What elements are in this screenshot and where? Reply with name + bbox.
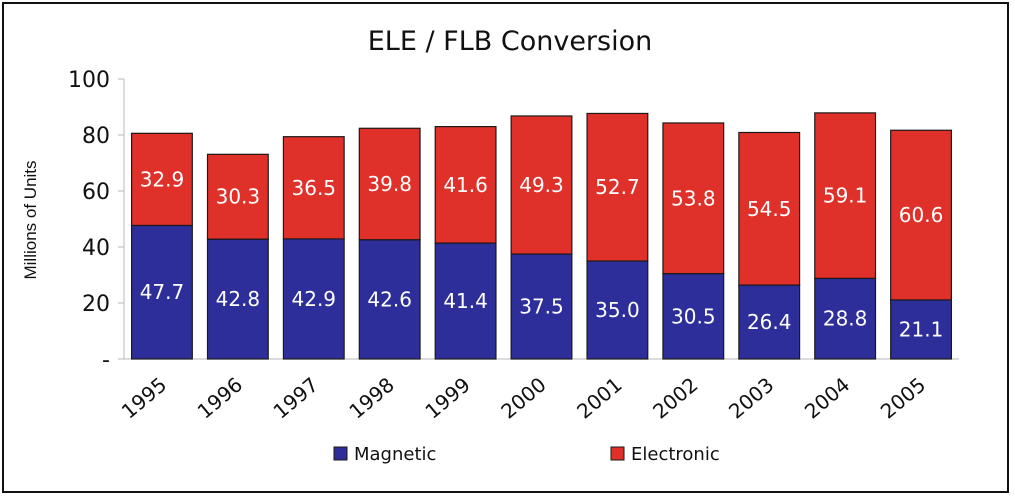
data-label-electronic: 53.8: [671, 186, 716, 210]
plot-area: - 20 40 60 80 100 47.7 32.9 1995 42.8 30.3 1996 42.9…: [68, 68, 959, 424]
y-axis-label: Millions of Units: [21, 160, 40, 279]
y-tick-label: 100: [68, 68, 110, 93]
data-label-magnetic: 28.8: [823, 307, 868, 331]
data-label-magnetic: 42.8: [216, 287, 261, 311]
data-label-magnetic: 30.5: [671, 304, 716, 328]
data-label-electronic: 41.6: [443, 173, 488, 197]
x-tick-label: 1996: [193, 372, 247, 423]
bar-electronic: [662, 122, 725, 275]
data-label-electronic: 54.5: [747, 197, 792, 221]
data-label-electronic: 36.5: [292, 176, 337, 200]
x-tick-label: 2002: [648, 372, 702, 423]
x-tick-label: 1998: [344, 372, 398, 423]
bar-magnetic: [282, 238, 345, 360]
data-label-electronic: 59.1: [823, 184, 868, 208]
chart: ELE / FLB Conversion Millions of Units -…: [21, 26, 959, 465]
y-tick-label: 40: [82, 236, 110, 261]
data-label-magnetic: 35.0: [595, 298, 640, 322]
y-tick-label: 60: [82, 180, 110, 205]
x-tick-label: 1999: [420, 372, 474, 423]
legend-swatch: [610, 446, 625, 461]
bar-magnetic: [586, 260, 649, 360]
bar-electronic: [434, 125, 497, 244]
data-label-electronic: 49.3: [519, 173, 564, 197]
data-label-magnetic: 37.5: [519, 295, 564, 319]
bar-magnetic: [890, 299, 953, 360]
data-label-magnetic: 42.6: [367, 287, 412, 311]
data-label-electronic: 30.3: [216, 185, 261, 209]
data-label-electronic: 60.6: [899, 203, 944, 227]
legend-label: Magnetic: [354, 444, 436, 465]
data-label-magnetic: 47.7: [140, 280, 185, 304]
data-label-electronic: 32.9: [140, 167, 185, 191]
bar-electronic: [282, 136, 345, 240]
bar-magnetic: [206, 238, 269, 360]
legend-swatch: [333, 446, 348, 461]
legend: Magnetic Electronic: [333, 444, 720, 465]
bar-electronic: [510, 115, 573, 255]
bar-magnetic: [130, 224, 193, 360]
data-label-magnetic: 42.9: [292, 287, 337, 311]
y-tick-label: -: [102, 348, 110, 373]
data-label-electronic: 39.8: [367, 172, 412, 196]
bar-magnetic: [510, 253, 573, 360]
data-label-magnetic: 26.4: [747, 310, 792, 334]
bar-electronic: [206, 153, 269, 240]
x-tick-label: 2003: [724, 372, 778, 423]
chart-title: ELE / FLB Conversion: [368, 26, 652, 57]
y-tick-label: 20: [82, 292, 110, 317]
bar-magnetic: [814, 277, 877, 360]
x-tick-label: 1995: [117, 372, 171, 423]
x-tick-label: 2000: [496, 372, 550, 423]
data-label-electronic: 52.7: [595, 175, 640, 199]
x-tick-label: 2001: [572, 372, 626, 423]
x-tick-label: 2004: [800, 372, 854, 423]
y-tick-label: 80: [82, 124, 110, 149]
bar-magnetic: [738, 284, 801, 360]
bar-magnetic: [434, 242, 497, 360]
legend-item-magnetic: Magnetic: [333, 444, 436, 465]
bar-electronic: [586, 112, 649, 262]
x-tick-label: 2005: [876, 372, 930, 423]
data-label-magnetic: 21.1: [899, 317, 944, 341]
bar-electronic: [890, 129, 953, 301]
legend-label: Electronic: [631, 444, 720, 465]
x-tick-label: 1997: [269, 372, 323, 423]
bar-electronic: [814, 112, 877, 279]
legend-item-electronic: Electronic: [610, 444, 720, 465]
bar-electronic: [358, 127, 421, 241]
chart-frame: ELE / FLB Conversion Millions of Units -…: [2, 2, 1009, 493]
bar-electronic: [738, 131, 801, 286]
bar-electronic: [130, 132, 193, 227]
data-label-magnetic: 41.4: [443, 289, 488, 313]
